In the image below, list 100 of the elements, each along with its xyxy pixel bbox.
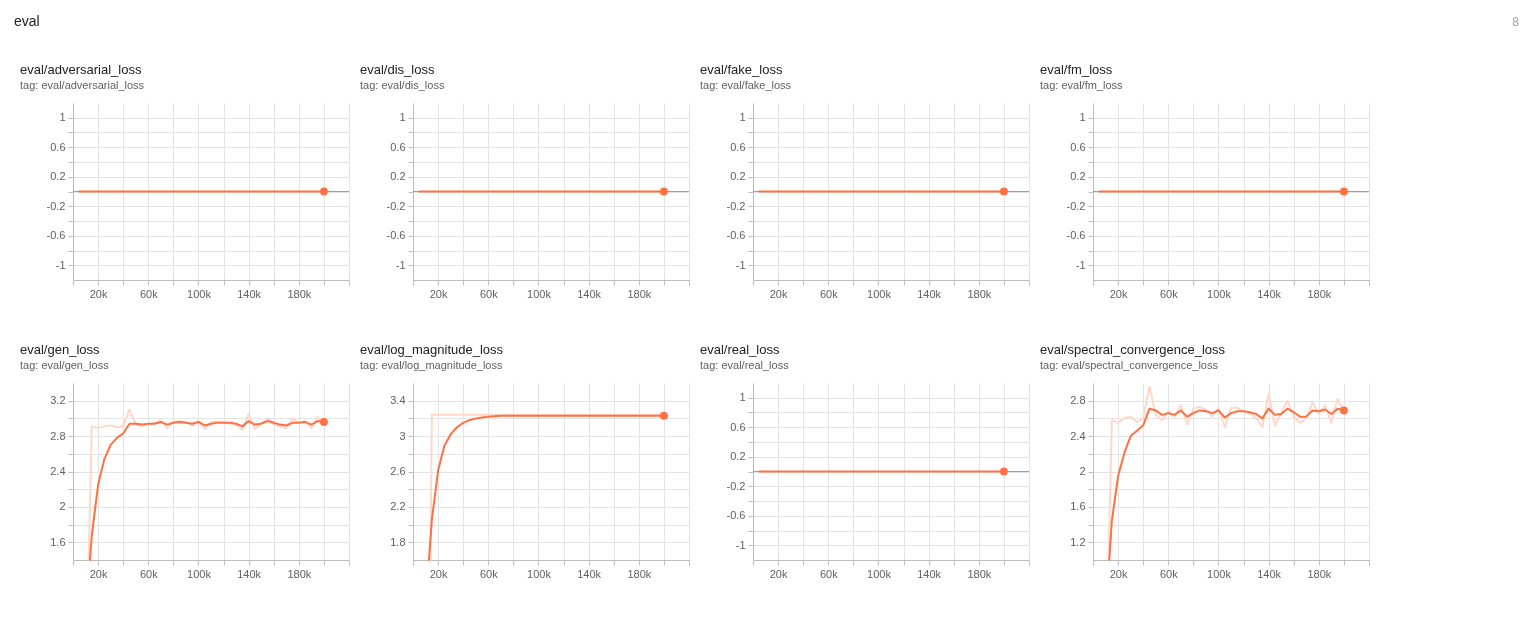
x-tick-label: 60k [139, 287, 159, 300]
x-tick-label: 180k [287, 287, 312, 300]
chart-title: eval/log_magnitude_loss [360, 342, 504, 357]
x-tick-label: 180k [967, 567, 992, 580]
y-tick-label: 2 [59, 500, 66, 513]
x-tick-label: 140k [917, 567, 942, 580]
x-tick-label: 100k [187, 567, 212, 580]
y-tick-label: 0.6 [730, 140, 746, 153]
y-tick-label: 0.6 [1070, 140, 1086, 153]
x-tick-label: 100k [1207, 287, 1232, 300]
y-tick-label: 0.6 [730, 420, 746, 433]
x-tick-label: 140k [1257, 287, 1282, 300]
y-tick-label: 0.2 [730, 450, 746, 463]
y-tick-label: 2.6 [390, 465, 406, 477]
y-tick-label: 3.4 [390, 394, 406, 407]
chart-title: eval/gen_loss [20, 342, 100, 357]
y-tick-label: -1 [735, 538, 746, 551]
x-tick-label: 20k [1109, 287, 1128, 300]
x-tick-label: 20k [89, 567, 108, 580]
y-tick-label: -1 [735, 258, 746, 271]
x-tick-label: 20k [89, 287, 108, 300]
y-tick-label: -0.2 [1066, 199, 1086, 212]
x-tick-label: 180k [627, 567, 652, 580]
x-tick-label: 180k [1307, 567, 1332, 580]
y-tick-label: 2.8 [50, 429, 66, 442]
y-tick-label: 0.2 [390, 170, 406, 183]
y-tick-label: 1 [399, 111, 406, 124]
chart-title: eval/fm_loss [1040, 62, 1113, 77]
x-tick-label: 140k [917, 287, 942, 300]
x-tick-label: 100k [527, 567, 552, 580]
x-tick-label: 20k [1109, 567, 1128, 580]
y-tick-label: 2.8 [1070, 394, 1086, 407]
y-tick-label: 1.8 [390, 535, 406, 548]
y-tick-label: 0.6 [390, 140, 406, 153]
x-tick-label: 140k [237, 287, 262, 300]
chart-title: eval/fake_loss [700, 62, 783, 77]
y-tick-label: -1 [55, 258, 66, 271]
y-tick-label: -0.6 [46, 229, 66, 242]
x-tick-label: 100k [1207, 567, 1232, 580]
y-tick-label: -0.6 [726, 229, 746, 242]
x-tick-label: 100k [867, 567, 892, 580]
y-tick-label: 1.6 [50, 535, 66, 548]
chart-title: eval/real_loss [700, 342, 780, 357]
x-tick-label: 180k [1307, 287, 1332, 300]
text: eval [14, 13, 40, 29]
y-tick-label: -0.2 [386, 199, 406, 212]
y-tick-label: -0.6 [726, 509, 746, 522]
chart-subtitle: tag: eval/dis_loss [360, 79, 445, 91]
chart-title: eval/spectral_convergence_loss [1040, 342, 1226, 357]
chart-subtitle: tag: eval/real_loss [700, 359, 790, 371]
y-tick-label: 2.2 [390, 500, 406, 513]
x-tick-label: 180k [967, 287, 992, 300]
y-tick-label: 2.4 [50, 465, 66, 477]
y-tick-label: 1.6 [1070, 500, 1086, 513]
chart-subtitle: tag: eval/fake_loss [700, 79, 792, 91]
y-tick-label: 1 [739, 111, 746, 124]
chart-subtitle: tag: eval/adversarial_loss [20, 79, 145, 91]
y-tick-label: 2.4 [1070, 429, 1086, 442]
x-tick-label: 140k [1257, 567, 1282, 580]
x-tick-label: 140k [577, 567, 602, 580]
x-tick-label: 60k [479, 567, 499, 580]
chart-title: eval/adversarial_loss [20, 62, 142, 77]
text: 8 [1512, 15, 1520, 29]
y-tick-label: -0.2 [46, 199, 66, 212]
x-tick-label: 180k [627, 287, 652, 300]
x-tick-label: 100k [867, 287, 892, 300]
x-tick-label: 140k [577, 287, 602, 300]
x-tick-label: 20k [769, 567, 788, 580]
y-tick-label: 1 [59, 111, 66, 124]
chart-subtitle: tag: eval/log_magnitude_loss [360, 359, 503, 371]
x-tick-label: 60k [139, 567, 159, 580]
y-tick-label: 1.2 [1070, 535, 1086, 548]
x-tick-label: 180k [287, 567, 312, 580]
y-tick-label: 0.6 [50, 140, 66, 153]
y-tick-label: -0.6 [386, 229, 406, 242]
y-tick-label: 2 [1079, 465, 1086, 477]
x-tick-label: 100k [187, 287, 212, 300]
chart-subtitle: tag: eval/gen_loss [20, 359, 110, 371]
x-tick-label: 20k [429, 287, 448, 300]
y-tick-label: -0.6 [1066, 229, 1086, 242]
x-tick-label: 60k [1159, 287, 1179, 300]
x-tick-label: 20k [769, 287, 788, 300]
x-tick-label: 60k [479, 287, 499, 300]
x-tick-label: 60k [819, 567, 839, 580]
x-tick-label: 140k [237, 567, 262, 580]
x-tick-label: 100k [527, 287, 552, 300]
chart-subtitle: tag: eval/spectral_convergence_loss [1040, 359, 1219, 371]
y-tick-label: -1 [395, 258, 406, 271]
x-tick-label: 20k [429, 567, 448, 580]
y-tick-label: 0.2 [730, 170, 746, 183]
y-tick-label: -0.2 [726, 199, 746, 212]
y-tick-label: 1 [739, 391, 746, 404]
y-tick-label: 0.2 [1070, 170, 1086, 183]
chart-title: eval/dis_loss [360, 62, 435, 77]
y-tick-label: -1 [1075, 258, 1086, 271]
y-tick-label: 3 [399, 429, 406, 442]
chart-subtitle: tag: eval/fm_loss [1040, 79, 1124, 91]
y-tick-label: 1 [1079, 111, 1086, 124]
x-tick-label: 60k [819, 287, 839, 300]
y-tick-label: -0.2 [726, 479, 746, 492]
